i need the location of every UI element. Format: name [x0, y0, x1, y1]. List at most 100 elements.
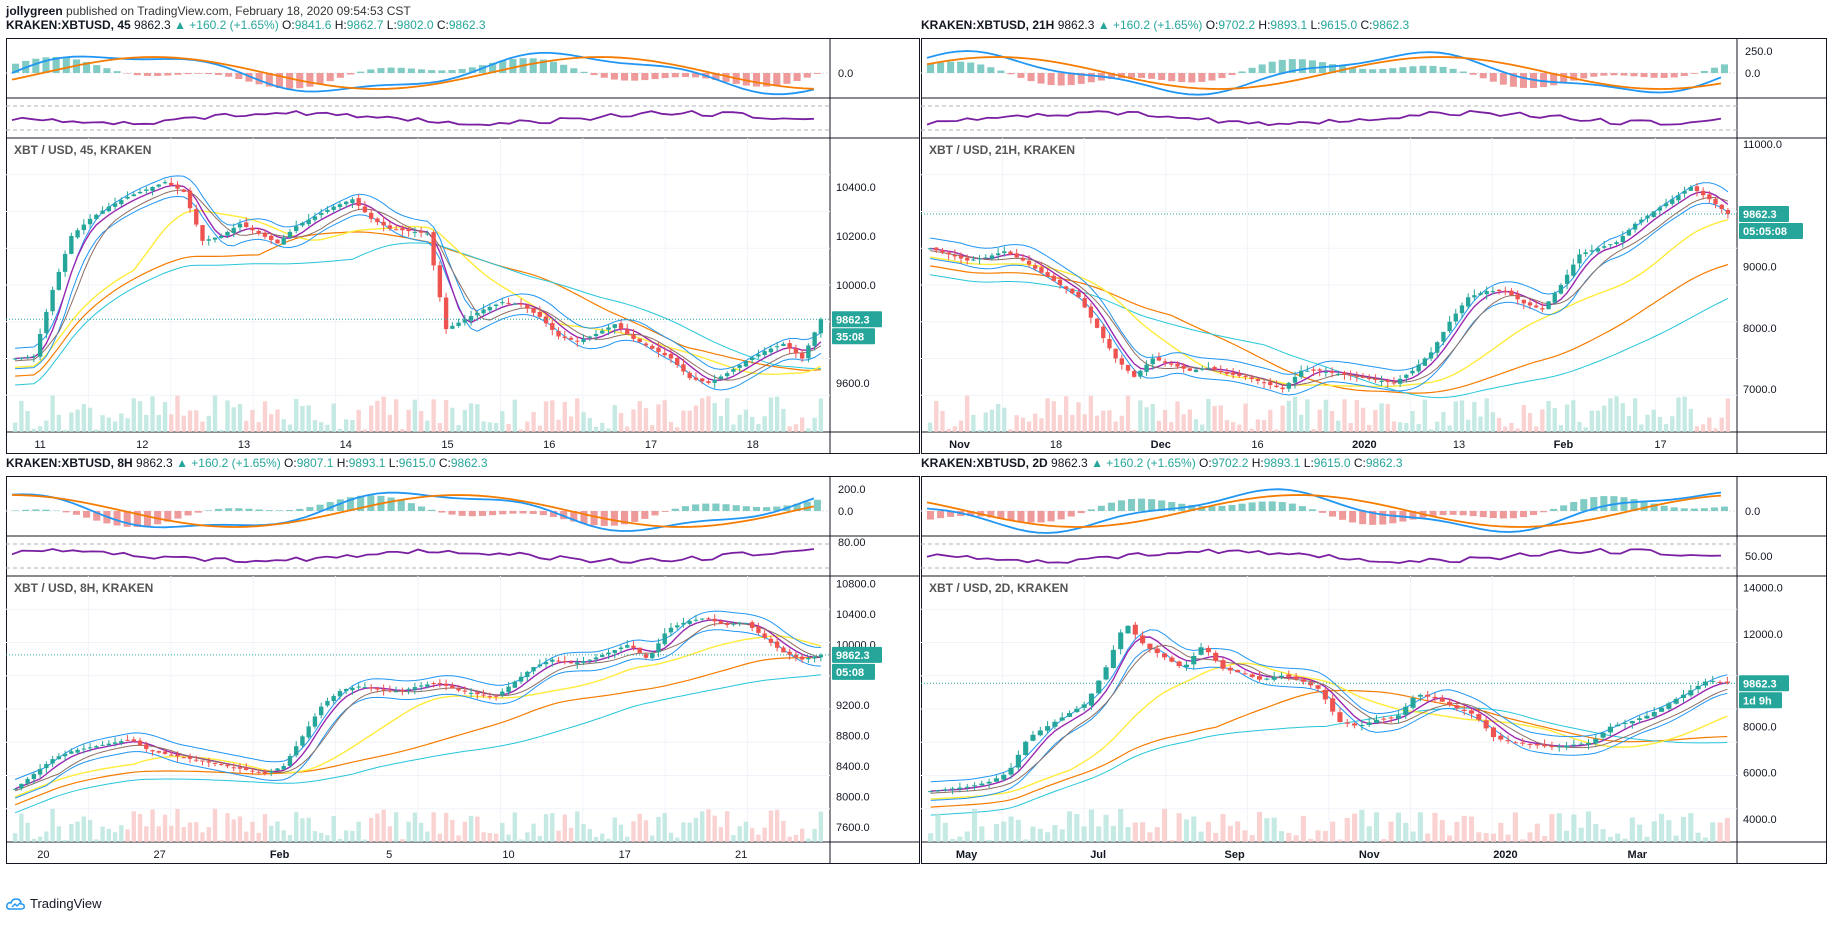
candle[interactable] [406, 228, 411, 232]
candle[interactable] [1352, 723, 1358, 726]
candle[interactable] [1453, 313, 1458, 322]
candle[interactable] [1585, 742, 1592, 745]
candle[interactable] [1558, 285, 1564, 294]
candle[interactable] [1379, 380, 1384, 382]
candle[interactable] [1717, 682, 1723, 684]
candle[interactable] [1593, 738, 1599, 744]
candle[interactable] [1542, 744, 1548, 747]
candle[interactable] [1299, 370, 1304, 377]
candle[interactable] [693, 619, 699, 621]
candle[interactable] [1140, 635, 1146, 644]
candle[interactable] [1719, 204, 1724, 210]
candle[interactable] [94, 746, 99, 748]
candle[interactable] [668, 627, 674, 633]
candle[interactable] [749, 622, 755, 628]
candle[interactable] [181, 189, 186, 192]
candle[interactable] [737, 622, 742, 624]
candle[interactable] [1701, 190, 1706, 196]
candle[interactable] [69, 236, 74, 254]
candle[interactable] [662, 352, 667, 356]
candle[interactable] [525, 671, 530, 678]
candle[interactable] [768, 638, 774, 643]
candle[interactable] [543, 662, 549, 665]
candle[interactable] [512, 303, 518, 305]
candle[interactable] [1505, 740, 1511, 742]
candle[interactable] [1521, 299, 1526, 304]
candle[interactable] [262, 771, 268, 774]
candle[interactable] [512, 681, 518, 688]
candle[interactable] [1688, 690, 1694, 696]
candle[interactable] [150, 187, 155, 191]
candle[interactable] [1520, 742, 1526, 744]
candle[interactable] [1271, 676, 1277, 680]
candle[interactable] [137, 740, 143, 746]
candle[interactable] [1264, 678, 1270, 680]
candle[interactable] [368, 687, 374, 689]
candle[interactable] [387, 225, 393, 229]
candle[interactable] [928, 791, 934, 793]
candle[interactable] [706, 381, 711, 383]
candle[interactable] [1235, 670, 1241, 673]
candle[interactable] [25, 778, 30, 784]
candle[interactable] [169, 754, 174, 756]
candle[interactable] [787, 343, 792, 349]
candle[interactable] [150, 750, 155, 752]
tradingview-logo[interactable]: TradingView [6, 896, 102, 911]
candle[interactable] [1212, 366, 1217, 370]
candle[interactable] [1311, 369, 1316, 371]
candle[interactable] [675, 358, 680, 366]
candle[interactable] [1268, 381, 1273, 386]
candle[interactable] [12, 358, 18, 360]
candle[interactable] [94, 214, 99, 220]
candle[interactable] [1037, 730, 1043, 736]
candle[interactable] [281, 237, 286, 245]
candle[interactable] [718, 620, 724, 624]
candle[interactable] [1187, 368, 1193, 371]
candle[interactable] [756, 354, 761, 357]
candle[interactable] [456, 322, 461, 326]
candle[interactable] [1059, 717, 1065, 721]
candle[interactable] [1435, 342, 1440, 353]
candle[interactable] [1242, 673, 1248, 675]
candle[interactable] [1045, 272, 1050, 277]
candle[interactable] [125, 739, 130, 741]
candle[interactable] [1144, 364, 1149, 372]
candle[interactable] [518, 303, 524, 305]
candle[interactable] [774, 346, 780, 348]
candle[interactable] [1030, 734, 1036, 741]
candle[interactable] [506, 686, 511, 693]
symbol-label[interactable]: KRAKEN:XBTUSD, 8H [6, 456, 133, 470]
candle[interactable] [631, 334, 636, 339]
candle[interactable] [935, 790, 941, 792]
candle[interactable] [1552, 293, 1557, 303]
candle[interactable] [1556, 746, 1562, 748]
candle[interactable] [1057, 279, 1063, 285]
candle[interactable] [1249, 377, 1254, 379]
chart-panel-45m[interactable]: KRAKEN:XBTUSD, 45 9862.3 ▲ +160.2 (+1.65… [6, 18, 920, 454]
candle[interactable] [612, 324, 617, 328]
candle[interactable] [1639, 219, 1644, 223]
candle[interactable] [137, 191, 143, 194]
candle[interactable] [131, 194, 136, 197]
candle[interactable] [1614, 242, 1619, 244]
candle[interactable] [1564, 274, 1570, 284]
candle[interactable] [1416, 364, 1421, 372]
candle[interactable] [400, 228, 405, 231]
candle[interactable] [942, 789, 948, 791]
candle[interactable] [806, 657, 811, 660]
candle[interactable] [1198, 647, 1204, 655]
candle[interactable] [1088, 693, 1095, 706]
candle[interactable] [131, 739, 136, 742]
candle[interactable] [1227, 667, 1233, 671]
candle[interactable] [1360, 376, 1366, 378]
candle[interactable] [181, 757, 186, 759]
candle[interactable] [50, 289, 55, 312]
candle[interactable] [1286, 674, 1292, 678]
candle[interactable] [69, 751, 74, 754]
candle[interactable] [1023, 741, 1029, 756]
candle[interactable] [1496, 289, 1502, 292]
candle[interactable] [1076, 291, 1081, 298]
candle[interactable] [393, 691, 399, 693]
candle[interactable] [44, 764, 49, 769]
candle[interactable] [1439, 698, 1445, 702]
